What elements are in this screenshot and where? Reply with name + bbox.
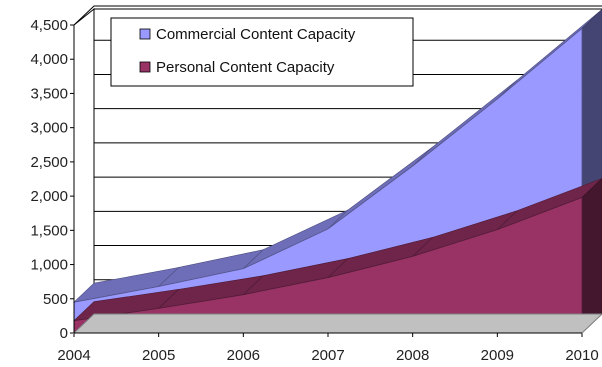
x-tick-label: 2009 (481, 347, 514, 364)
left-wall (73, 7, 95, 335)
series-areas (73, 9, 602, 334)
gridline (73, 5, 602, 26)
x-axis: 2004 2005 2006 2007 2008 2009 2010 (57, 333, 599, 364)
x-tick-label: 2007 (311, 347, 344, 364)
y-tick-label: 500 (43, 291, 68, 308)
x-tick-label: 2005 (142, 347, 175, 364)
y-tick-label: 1,000 (30, 257, 68, 274)
floor (72, 313, 602, 334)
y-tick-label: 1,500 (30, 222, 68, 239)
y-tick-label: 2,000 (30, 188, 68, 205)
y-tick-label: 3,000 (30, 120, 68, 137)
legend-swatch-commercial (139, 28, 151, 40)
x-tick-label: 2006 (227, 347, 260, 364)
legend-swatch-personal (139, 61, 151, 73)
x-tick-label: 2010 (565, 347, 598, 364)
area-side-personal (581, 178, 602, 334)
x-tick-label: 2004 (57, 347, 90, 364)
legend-label-commercial: Commercial Content Capacity (156, 26, 356, 43)
y-tick-label: 2,500 (30, 154, 68, 171)
y-tick-label: 4,000 (30, 51, 68, 68)
x-tick-label: 2008 (396, 347, 429, 364)
legend-box (110, 17, 414, 87)
y-tick-label: 3,500 (30, 85, 68, 102)
legend-label-personal: Personal Content Capacity (156, 59, 335, 76)
y-tick-label: 0 (60, 325, 68, 342)
y-tick-label: 4,500 (30, 17, 68, 34)
legend: Commercial Content Capacity Personal Con… (110, 17, 414, 87)
y-axis: 0 500 1,000 1,500 2,000 2,500 3,000 3,500 4,000 4… (30, 17, 74, 342)
